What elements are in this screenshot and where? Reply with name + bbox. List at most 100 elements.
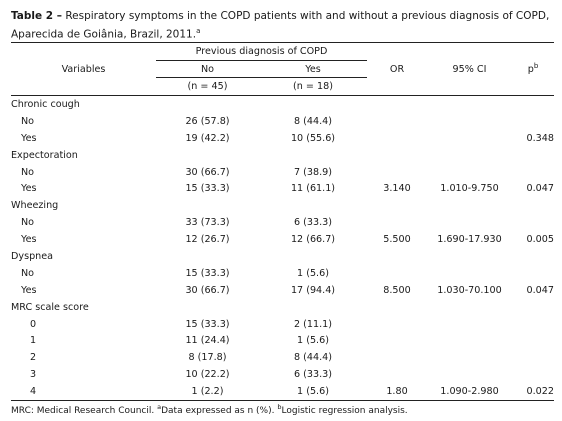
cell-p: [512, 147, 554, 164]
cell-no: 10 (22.2): [185, 369, 230, 381]
cell-no: [156, 197, 259, 214]
row-label: Yes: [21, 132, 37, 144]
row-label: 4: [30, 386, 37, 398]
cell-yes: 17 (94.4): [290, 284, 336, 296]
cell-ci: [427, 130, 512, 147]
cell-yes: 8 (44.4): [293, 352, 332, 364]
cell-or: [367, 366, 427, 383]
cell-no: 33 (73.3): [185, 217, 230, 229]
header-p: pb: [512, 42, 554, 96]
cell-yes: [259, 248, 367, 265]
cell-or: [367, 316, 427, 333]
cell-ci: [427, 248, 512, 265]
cell-p: [512, 265, 554, 282]
table-footnote: MRC: Medical Research Council. aData exp…: [11, 403, 556, 416]
cell-or: [367, 197, 427, 214]
cell-no: 15 (33.3): [185, 183, 230, 195]
table-body: Chronic cough No 26 (57.8) 8 (44.4) Yes 19 (4…: [11, 96, 554, 401]
caption-footnote-mark: a: [196, 27, 201, 35]
cell-yes: [259, 96, 367, 113]
row-label: 2: [30, 352, 37, 364]
table-row: 2 8 (17.8) 8 (44.4): [11, 349, 554, 366]
cell-ci: [427, 197, 512, 214]
cell-or: [367, 214, 427, 231]
section-row: Chronic cough: [11, 96, 554, 113]
cell-ci: [427, 349, 512, 366]
cell-or: [367, 147, 427, 164]
header-p-mark: b: [533, 62, 539, 71]
cell-yes: 1 (5.6): [297, 267, 329, 279]
section-row: Expectoration: [11, 147, 554, 164]
cell-ci: [427, 299, 512, 316]
cell-p: 0.348: [526, 132, 554, 144]
cell-p: 0.047: [526, 284, 554, 296]
row-label: Wheezing: [11, 200, 59, 212]
cell-or: 1.80: [386, 386, 408, 398]
cell-yes: 1 (5.6): [297, 386, 329, 398]
footnote-analysis-note: Logistic regression analysis.: [281, 406, 408, 416]
cell-ci: 1.690-17.930: [437, 234, 502, 246]
table-row: Yes 15 (33.3) 11 (61.1) 3.140 1.010-9.750 0.0…: [11, 180, 554, 197]
header-no: No: [156, 60, 259, 78]
cell-no: [156, 147, 259, 164]
cell-or: [367, 113, 427, 130]
table-row: Yes 30 (66.7) 17 (94.4) 8.500 1.030-70.100 0.…: [11, 282, 554, 299]
header-no-n: (n = 45): [187, 81, 228, 92]
section-row: Wheezing: [11, 197, 554, 214]
cell-p: [512, 316, 554, 333]
row-label: 0: [30, 318, 37, 330]
cell-p: [512, 248, 554, 265]
row-label: MRC scale score: [11, 301, 89, 313]
cell-yes: 1 (5.6): [297, 335, 329, 347]
table-label: Table 2 –: [11, 10, 62, 22]
cell-yes: 8 (44.4): [293, 115, 332, 127]
cell-yes: [259, 299, 367, 316]
row-label: 1: [30, 335, 37, 347]
row-label: Chronic cough: [11, 98, 80, 110]
row-label: 3: [30, 369, 37, 381]
cell-yes: 2 (11.1): [293, 318, 332, 330]
cell-ci: [427, 214, 512, 231]
cell-or: [367, 130, 427, 147]
cell-no: 19 (42.2): [185, 132, 230, 144]
cell-yes: [259, 197, 367, 214]
row-label: No: [21, 267, 35, 279]
cell-yes: 6 (33.3): [293, 217, 332, 229]
cell-no: 30 (66.7): [185, 284, 230, 296]
cell-ci: [427, 113, 512, 130]
cell-p: 0.005: [526, 234, 554, 246]
cell-or: [367, 248, 427, 265]
table-row: 3 10 (22.2) 6 (33.3): [11, 366, 554, 383]
cell-ci: [427, 332, 512, 349]
header-yes-n: (n = 18): [293, 81, 333, 92]
cell-ci: [427, 316, 512, 333]
cell-p: [512, 113, 554, 130]
header-or: OR: [367, 42, 427, 96]
cell-yes: 7 (38.9): [293, 166, 332, 178]
cell-ci: [427, 164, 512, 181]
cell-no: 15 (33.3): [185, 267, 230, 279]
table-row: No 33 (73.3) 6 (33.3): [11, 214, 554, 231]
cell-no: 1 (2.2): [191, 386, 224, 398]
cell-no: [156, 96, 259, 113]
cell-yes: 10 (55.6): [290, 132, 336, 144]
table-caption: Table 2 – Respiratory symptoms in the CO…: [11, 9, 556, 43]
cell-no: 26 (57.8): [185, 115, 230, 127]
table-row: No 30 (66.7) 7 (38.9): [11, 164, 554, 181]
cell-or: 5.500: [383, 234, 411, 246]
table-row: 1 11 (24.4) 1 (5.6): [11, 332, 554, 349]
table-row: Yes 12 (26.7) 12 (66.7) 5.500 1.690-17.930 0.…: [11, 231, 554, 248]
cell-or: [367, 299, 427, 316]
cell-p: 0.047: [526, 183, 554, 195]
cell-p: [512, 164, 554, 181]
cell-p: [512, 299, 554, 316]
cell-ci: 1.010-9.750: [440, 183, 499, 195]
cell-ci: [427, 265, 512, 282]
section-row: Dyspnea: [11, 248, 554, 265]
cell-yes: 12 (66.7): [290, 234, 336, 246]
cell-no: 11 (24.4): [185, 335, 230, 347]
row-label: Dyspnea: [11, 250, 54, 262]
cell-p: [512, 349, 554, 366]
header-previous-diagnosis: Previous diagnosis of COPD: [156, 42, 367, 61]
cell-yes: [259, 147, 367, 164]
